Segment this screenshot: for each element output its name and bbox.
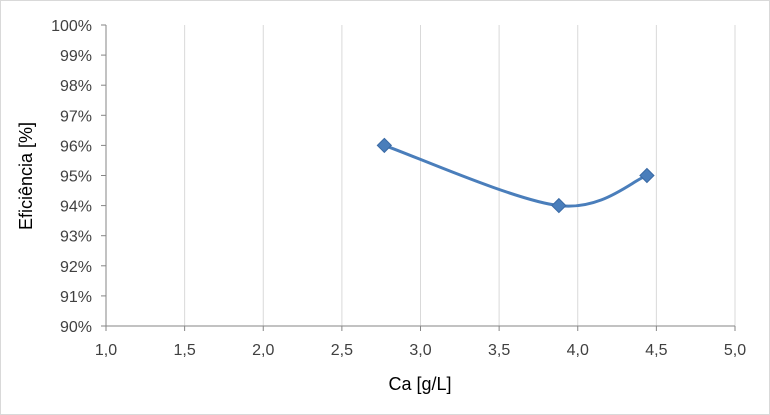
y-tick-label: 94%	[60, 199, 92, 216]
x-tick-label: 4,0	[567, 342, 589, 359]
y-tick-label: 96%	[60, 138, 92, 155]
x-tick-label: 5,0	[724, 342, 746, 359]
x-tick-label: 2,5	[331, 342, 353, 359]
x-tick-label: 1,5	[174, 342, 196, 359]
x-tick-label: 1,0	[95, 342, 117, 359]
y-tick-label: 90%	[60, 319, 92, 336]
gridlines	[184, 25, 736, 326]
y-tick-label: 97%	[60, 108, 92, 125]
y-tick-label: 100%	[51, 18, 92, 35]
series-line	[382, 143, 649, 208]
data-point-marker	[376, 137, 393, 154]
x-tick-label: 3,5	[488, 342, 510, 359]
y-tick-label: 99%	[60, 48, 92, 65]
x-axis-ticks: 1,0 1,5 2,0 2,5 3,0 3,5 4,0 4,5 5,0	[95, 326, 746, 359]
x-axis-title: Ca [g/L]	[388, 374, 451, 394]
y-tick-label: 93%	[60, 229, 92, 246]
x-tick-label: 3,0	[409, 342, 431, 359]
x-tick-label: 2,0	[252, 342, 274, 359]
data-point-marker	[639, 167, 655, 184]
y-axis-title: Eficiência [%]	[16, 122, 36, 230]
series-group	[376, 137, 655, 214]
x-tick-label: 4,5	[645, 342, 667, 359]
y-tick-label: 95%	[60, 169, 92, 186]
y-tick-label: 92%	[60, 259, 92, 276]
y-tick-label: 91%	[60, 289, 92, 306]
y-axis-ticks: 90% 91% 92% 93% 94% 95% 96% 97% 98% 99% 100%	[51, 18, 106, 336]
data-point-marker	[551, 197, 567, 214]
y-tick-label: 98%	[60, 78, 92, 95]
